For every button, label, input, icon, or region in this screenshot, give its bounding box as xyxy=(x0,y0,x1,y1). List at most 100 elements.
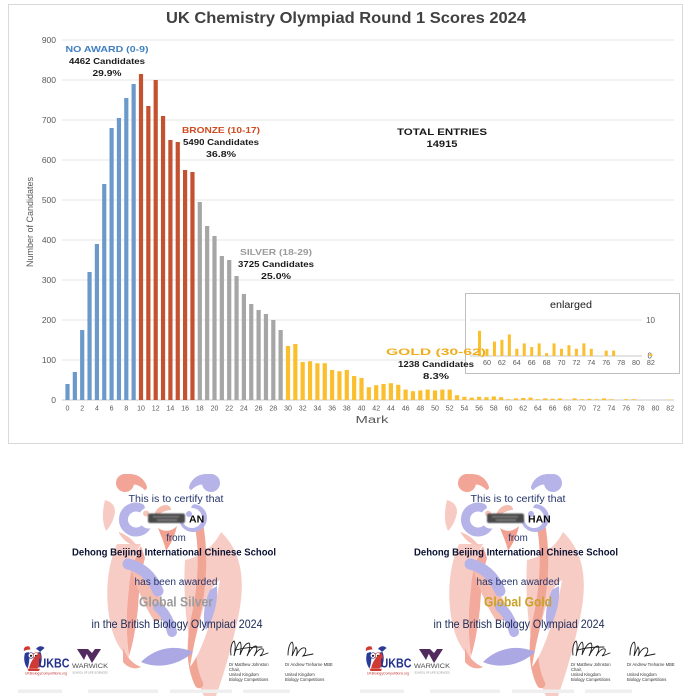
svg-text:has been awarded: has been awarded xyxy=(477,577,560,588)
svg-text:700: 700 xyxy=(42,115,56,125)
svg-text:30: 30 xyxy=(284,406,292,413)
svg-text:82: 82 xyxy=(666,406,674,413)
svg-text:40: 40 xyxy=(358,406,366,413)
svg-text:Biology Competitions: Biology Competitions xyxy=(229,677,268,682)
svg-text:42: 42 xyxy=(372,406,380,413)
svg-text:UKBC: UKBC xyxy=(381,656,412,671)
svg-text:24: 24 xyxy=(240,406,248,413)
svg-text:3725 Candidates: 3725 Candidates xyxy=(238,259,314,269)
svg-text:14915: 14915 xyxy=(427,139,459,150)
svg-text:Dr Matthew Johnston: Dr Matthew Johnston xyxy=(229,662,269,667)
svg-text:60: 60 xyxy=(483,358,491,367)
svg-text:38: 38 xyxy=(343,406,351,413)
svg-text:UK Chemistry Olympiad Round 1: UK Chemistry Olympiad Round 1 Scores 202… xyxy=(166,10,526,27)
svg-text:Dehong Beijing International C: Dehong Beijing International Chinese Sch… xyxy=(72,547,276,559)
svg-text:68: 68 xyxy=(563,406,571,413)
svg-text:Biology Competitions: Biology Competitions xyxy=(285,677,324,682)
svg-text:54: 54 xyxy=(461,406,469,413)
svg-text:10: 10 xyxy=(137,406,145,413)
svg-text:72: 72 xyxy=(593,406,601,413)
svg-text:32: 32 xyxy=(299,406,307,413)
svg-text:600: 600 xyxy=(42,155,56,165)
svg-text:56: 56 xyxy=(475,406,483,413)
svg-text:22: 22 xyxy=(225,406,233,413)
svg-text:70: 70 xyxy=(558,358,566,367)
svg-text:50: 50 xyxy=(431,406,439,413)
svg-text:12: 12 xyxy=(152,406,160,413)
svg-text:60: 60 xyxy=(505,406,513,413)
svg-text:UKBiologyCompetitions.org: UKBiologyCompetitions.org xyxy=(367,672,409,676)
svg-text:GOLD (30-62): GOLD (30-62) xyxy=(386,347,486,357)
svg-text:Dr Andrew Treharne MBE: Dr Andrew Treharne MBE xyxy=(285,662,333,667)
svg-text:Mark: Mark xyxy=(356,415,390,426)
svg-text:14: 14 xyxy=(167,406,175,413)
svg-text:64: 64 xyxy=(534,406,542,413)
svg-text:76: 76 xyxy=(602,358,610,367)
svg-text:62: 62 xyxy=(498,358,506,367)
svg-text:0: 0 xyxy=(51,395,56,405)
svg-text:82: 82 xyxy=(647,358,655,367)
svg-text:TOTAL ENTRIES: TOTAL ENTRIES xyxy=(397,127,487,138)
svg-text:Number of Candidates: Number of Candidates xyxy=(25,176,35,267)
svg-text:18: 18 xyxy=(196,406,204,413)
svg-text:52: 52 xyxy=(446,406,454,413)
svg-text:58: 58 xyxy=(490,406,498,413)
svg-text:SCHOOL OF LIFE SCIENCES: SCHOOL OF LIFE SCIENCES xyxy=(72,671,108,675)
svg-text:200: 200 xyxy=(42,315,56,325)
svg-text:34: 34 xyxy=(314,406,322,413)
svg-text:4: 4 xyxy=(95,406,99,413)
svg-text:BRONZE (10-17): BRONZE (10-17) xyxy=(182,125,260,135)
svg-text:46: 46 xyxy=(402,406,410,413)
svg-text:in the British Biology Olympia: in the British Biology Olympiad 2024 xyxy=(434,617,605,631)
svg-text:72: 72 xyxy=(572,358,580,367)
svg-text:62: 62 xyxy=(519,406,527,413)
svg-text:in the British Biology Olympia: in the British Biology Olympiad 2024 xyxy=(92,617,263,631)
svg-text:80: 80 xyxy=(632,358,640,367)
svg-text:66: 66 xyxy=(549,406,557,413)
svg-text:66: 66 xyxy=(528,358,536,367)
svg-text:64: 64 xyxy=(513,358,521,367)
svg-text:This is to certify that: This is to certify that xyxy=(129,494,224,505)
svg-text:from: from xyxy=(166,533,186,544)
svg-text:AN: AN xyxy=(189,514,204,526)
svg-text:United Kingdom: United Kingdom xyxy=(229,672,259,677)
svg-text:400: 400 xyxy=(42,235,56,245)
svg-text:Biology Competitions: Biology Competitions xyxy=(571,677,610,682)
svg-text:WARWICK: WARWICK xyxy=(72,663,108,670)
svg-text:Dr Matthew Johnston: Dr Matthew Johnston xyxy=(571,662,611,667)
svg-text:28: 28 xyxy=(269,406,277,413)
svg-text:Dehong Beijing International C: Dehong Beijing International Chinese Sch… xyxy=(414,547,618,559)
svg-text:Global Silver: Global Silver xyxy=(139,594,213,610)
svg-text:900: 900 xyxy=(42,35,56,45)
svg-text:78: 78 xyxy=(637,406,645,413)
svg-text:8.3%: 8.3% xyxy=(423,371,450,381)
svg-text:6: 6 xyxy=(110,406,114,413)
svg-text:UKBC: UKBC xyxy=(39,656,70,671)
svg-text:SILVER (18-29): SILVER (18-29) xyxy=(240,247,312,257)
svg-text:70: 70 xyxy=(578,406,586,413)
svg-text:48: 48 xyxy=(416,406,424,413)
svg-text:from: from xyxy=(508,533,528,544)
svg-text:UKBiologyCompetitions.org: UKBiologyCompetitions.org xyxy=(25,672,67,676)
svg-text:United Kingdom: United Kingdom xyxy=(285,672,315,677)
svg-text:WARWICK: WARWICK xyxy=(414,663,450,670)
svg-text:800: 800 xyxy=(42,75,56,85)
svg-text:16: 16 xyxy=(181,406,189,413)
svg-text:29.9%: 29.9% xyxy=(93,68,123,78)
svg-text:Chair,: Chair, xyxy=(571,667,582,672)
svg-text:Chair,: Chair, xyxy=(229,667,240,672)
svg-text:NO AWARD (0-9): NO AWARD (0-9) xyxy=(66,44,149,54)
svg-text:300: 300 xyxy=(42,275,56,285)
svg-text:44: 44 xyxy=(387,406,395,413)
svg-text:25.0%: 25.0% xyxy=(261,271,292,281)
svg-text:74: 74 xyxy=(608,406,616,413)
svg-text:26: 26 xyxy=(255,406,263,413)
svg-text:Biology Competitions: Biology Competitions xyxy=(627,677,666,682)
svg-text:enlarged: enlarged xyxy=(550,300,592,311)
svg-text:5490 Candidates: 5490 Candidates xyxy=(183,137,259,147)
svg-text:100: 100 xyxy=(42,355,56,365)
svg-text:8: 8 xyxy=(124,406,128,413)
svg-text:36.8%: 36.8% xyxy=(206,149,237,159)
svg-text:78: 78 xyxy=(617,358,625,367)
svg-text:1238 Candidates: 1238 Candidates xyxy=(398,359,474,369)
